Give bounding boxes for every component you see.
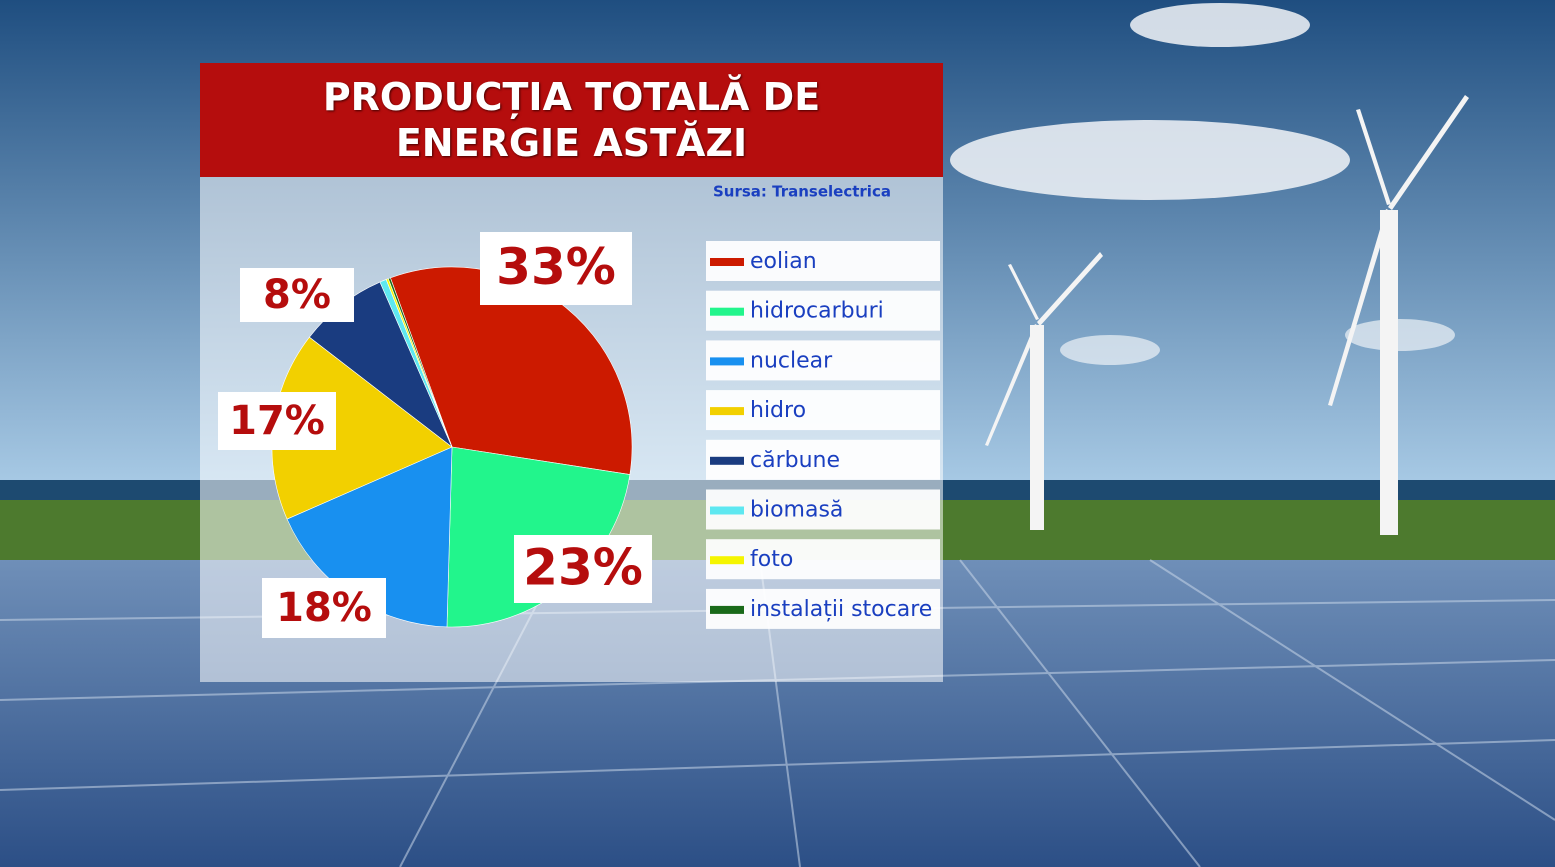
source: Sursa: Transelectrica: [713, 183, 891, 201]
legend-label: hidro: [750, 398, 806, 423]
legend-row: [706, 390, 940, 431]
pie-slice: [390, 266, 633, 475]
value-label: 8%: [263, 272, 331, 318]
legend-row: [706, 439, 940, 480]
legend-label: instalații stocare: [750, 597, 932, 622]
legend-row: [706, 241, 940, 281]
title-bar: [200, 63, 943, 177]
legend-label: cărbune: [750, 448, 840, 473]
value-label: 18%: [276, 585, 372, 631]
legend-label: eolian: [750, 249, 817, 274]
legend-label: hidrocarburi: [750, 299, 884, 324]
legend-row: [706, 340, 940, 381]
legend-label: nuclear: [750, 348, 833, 373]
legend-swatch: [710, 307, 744, 316]
value-label: 33%: [496, 238, 616, 296]
label-box: [240, 268, 354, 322]
value-label: 17%: [229, 398, 325, 444]
legend-row: [706, 539, 940, 580]
pie-slice: [387, 277, 453, 448]
legend-swatch: [710, 407, 744, 416]
legend-row: [706, 489, 940, 530]
legend-swatch: [710, 357, 744, 366]
legend-swatch: [710, 456, 744, 465]
legend-label: foto: [750, 547, 793, 572]
legend-row: [706, 290, 940, 331]
value-label: 23%: [523, 539, 643, 597]
legend-row: [706, 588, 940, 629]
legend-label: biomasă: [750, 498, 843, 523]
label-box: [514, 535, 652, 603]
legend-swatch: [710, 605, 744, 614]
label-box: [218, 392, 336, 450]
title-box: PRODUCȚIA TOTALĂ DE ENERGIE ASTĂZI: [200, 63, 943, 177]
label-box: [262, 578, 386, 638]
legend-swatch: [710, 556, 744, 565]
legend-swatch: [710, 258, 744, 266]
legend-swatch: [710, 506, 744, 515]
chart-title: PRODUCȚIA TOTALĂ DE ENERGIE ASTĂZI: [322, 75, 821, 165]
label-box: [480, 232, 632, 305]
